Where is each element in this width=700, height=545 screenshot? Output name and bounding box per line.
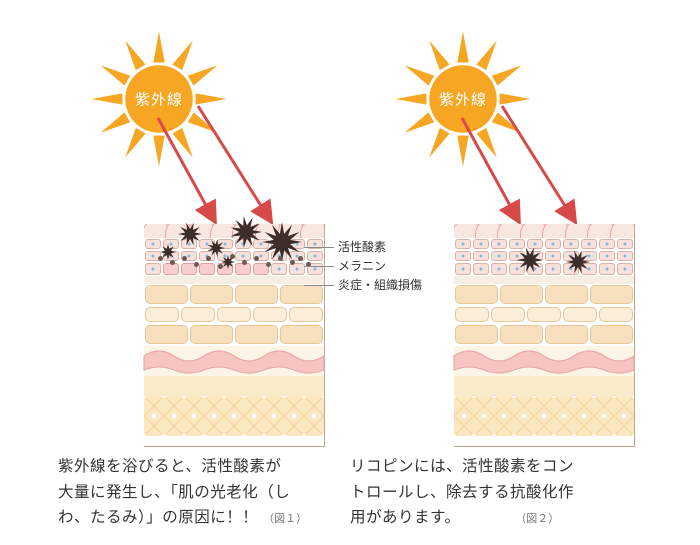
label-melanin: メラニン: [338, 257, 386, 274]
label-inflammation-text: 炎症・組織損傷: [338, 278, 422, 292]
ros-burst-icon: [228, 214, 264, 250]
melanin-dot: [170, 260, 175, 265]
caption-left: 紫外線を浴びると、活性酸素が 大量に発生し、「肌の光老化（し わ、たるみ）」の原…: [58, 454, 328, 531]
melanin-dot: [230, 254, 235, 259]
melanin-dot: [206, 256, 211, 261]
sun-right-label: 紫外線: [439, 89, 487, 110]
label-ros-text: 活性酸素: [338, 240, 386, 254]
ros-burst-icon: [515, 245, 545, 275]
caption-left-fig: （図１）: [263, 513, 307, 525]
caption-right-l1: リコピンには、活性酸素をコン: [350, 458, 574, 475]
uv-arrow-right-2: [494, 98, 614, 238]
caption-left-l3: わ、たるみ）」の原因に！！: [58, 509, 258, 526]
ros-burst-icon: [176, 220, 204, 248]
caption-left-l1: 紫外線を浴びると、活性酸素が: [58, 458, 281, 475]
melanin-dot: [158, 256, 163, 261]
infographic-root: 紫外線 紫外線: [0, 0, 700, 545]
melanin-dot: [278, 256, 283, 261]
sun-left-label: 紫外線: [135, 89, 183, 110]
label-inflammation: 炎症・組織損傷: [338, 276, 422, 293]
label-melanin-text: メラニン: [338, 259, 386, 273]
caption-right-l3: 用があります。: [350, 509, 460, 526]
caption-left-l2: 大量に発生し、「肌の光老化（し: [58, 484, 290, 501]
melanin-dot: [290, 260, 295, 265]
melanin-dot: [242, 260, 247, 265]
caption-right: リコピンには、活性酸素をコン トロールし、除去する抗酸化作 用があります。 （図…: [350, 454, 650, 531]
caption-right-l2: トロールし、除去する抗酸化作: [350, 484, 574, 501]
melanin-dot: [182, 256, 187, 261]
caption-right-fig: （図２）: [515, 513, 559, 525]
melanin-dot: [266, 262, 271, 267]
melanin-dot: [298, 256, 303, 261]
ros-burst-icon: [564, 248, 592, 276]
melanin-dot: [194, 262, 199, 267]
label-ros: 活性酸素: [338, 238, 386, 255]
melanin-dot: [218, 264, 223, 269]
melanin-dot: [254, 256, 259, 261]
